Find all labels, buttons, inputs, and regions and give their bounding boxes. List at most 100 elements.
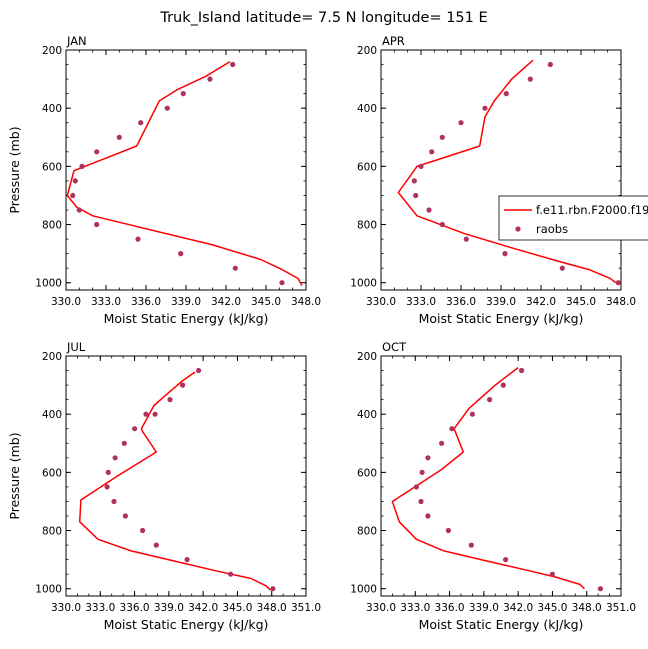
raobs-point [615, 280, 621, 286]
x-tick-label: 330.0 [366, 296, 396, 308]
raobs-point [232, 265, 238, 271]
x-tick-label: 348.0 [606, 296, 636, 308]
raobs-point [458, 120, 464, 126]
raobs-point [418, 163, 424, 169]
x-tick-label: 339.0 [171, 296, 201, 308]
raobs-point [445, 527, 451, 534]
raobs-point [429, 149, 435, 155]
raobs-point [228, 571, 234, 577]
y-tick-label: 400 [42, 103, 62, 115]
raobs-point [502, 251, 508, 257]
raobs-point [418, 498, 424, 505]
raobs-point [178, 251, 184, 257]
x-tick-label: 336.0 [446, 296, 476, 308]
raobs-point [153, 542, 159, 548]
raobs-point [469, 411, 475, 417]
x-tick-label: 342.0 [188, 602, 218, 614]
raobs-point [270, 586, 276, 592]
model-series-line [391, 367, 585, 590]
data-layer [391, 367, 604, 592]
x-tick-label: 336.0 [120, 602, 150, 614]
raobs-point [207, 76, 213, 82]
raobs-point [597, 586, 604, 592]
x-axis-label: Moist Static Energy (kJ/kg) [419, 617, 584, 632]
raobs-point [104, 484, 110, 490]
panel-jul: JUL 330.0 333.0 336.0 339.0 342.0 345.0 348.0 35… [7, 340, 321, 632]
raobs-point [425, 513, 431, 519]
raobs-point [112, 455, 118, 461]
panels-group: JAN 330.0 333.0 336.0 339.0 342.0 345.0 348.0 20… [7, 34, 636, 632]
y-tick-label: 800 [357, 220, 377, 232]
y-tick-label: 200 [357, 351, 377, 363]
raobs-point [167, 397, 173, 403]
y-tick-label: 800 [42, 526, 62, 538]
raobs-point [94, 149, 100, 155]
raobs-point [152, 411, 158, 417]
panel-label: JAN [66, 34, 87, 48]
x-tick-label: 348.0 [291, 296, 321, 308]
x-tick-label: 348.0 [572, 602, 602, 614]
x-tick-label: 330.0 [51, 602, 81, 614]
y-tick-label: 600 [42, 161, 62, 173]
raobs-point [135, 236, 141, 242]
x-tick-label: 330.0 [366, 602, 396, 614]
panel-jan: JAN 330.0 333.0 336.0 339.0 342.0 345.0 348.0 20… [7, 34, 321, 326]
legend-model-label: f.e11.rbn.F2000.f19_ [536, 203, 648, 217]
raobs-point [105, 469, 111, 475]
raobs-point [413, 484, 419, 490]
x-tick-label: 336.0 [435, 602, 465, 614]
raobs-point [503, 557, 509, 563]
y-tick-label: 600 [357, 467, 377, 479]
model-series-line [397, 59, 617, 284]
data-layer [397, 59, 621, 286]
x-tick-label: 339.0 [469, 602, 499, 614]
model-series-line [66, 60, 303, 286]
y-axis-label: Pressure (mb) [7, 126, 22, 213]
raobs-point [487, 397, 493, 403]
raobs-point [143, 411, 149, 417]
raobs-point [132, 426, 138, 432]
raobs-point [468, 542, 474, 548]
x-tick-label: 345.0 [566, 296, 596, 308]
x-tick-label: 342.0 [503, 602, 533, 614]
y-tick-label: 200 [42, 351, 62, 363]
data-layer [66, 60, 303, 286]
x-tick-label: 330.0 [51, 296, 81, 308]
legend-obs-marker-swatch [515, 226, 521, 232]
raobs-point [116, 134, 122, 140]
x-tick-label: 351.0 [291, 602, 321, 614]
y-tick-label: 400 [357, 103, 377, 115]
raobs-point [138, 120, 144, 126]
x-tick-label: 345.0 [537, 602, 567, 614]
raobs-point [196, 367, 202, 374]
raobs-point [279, 280, 285, 286]
y-tick-label: 600 [42, 467, 62, 479]
y-tick-label: 1000 [35, 278, 62, 290]
raobs-point [426, 207, 432, 213]
figure-title: Truk_Island latitude= 7.5 N longitude= 1… [159, 10, 487, 26]
y-tick-label: 400 [42, 409, 62, 421]
raobs-point [559, 265, 565, 271]
x-tick-label: 351.0 [606, 602, 636, 614]
x-axis-label: Moist Static Energy (kJ/kg) [104, 617, 269, 632]
raobs-point [79, 163, 85, 169]
x-tick-label: 339.0 [154, 602, 184, 614]
raobs-point [94, 221, 100, 228]
plot-frame [65, 355, 307, 597]
x-tick-label: 336.0 [131, 296, 161, 308]
raobs-point [419, 469, 425, 475]
raobs-point [111, 498, 117, 505]
x-axis-label: Moist Static Energy (kJ/kg) [104, 311, 269, 326]
raobs-point [180, 382, 186, 388]
raobs-point [425, 455, 431, 461]
raobs-point [519, 367, 525, 374]
x-tick-label: 333.0 [91, 296, 121, 308]
raobs-point [184, 557, 190, 563]
model-series-line [78, 371, 272, 591]
raobs-point [439, 134, 445, 140]
raobs-point [463, 236, 469, 242]
x-axis-label: Moist Static Energy (kJ/kg) [419, 311, 584, 326]
legend-box [498, 195, 648, 241]
y-tick-label: 800 [357, 526, 377, 538]
x-tick-label: 342.0 [526, 296, 556, 308]
